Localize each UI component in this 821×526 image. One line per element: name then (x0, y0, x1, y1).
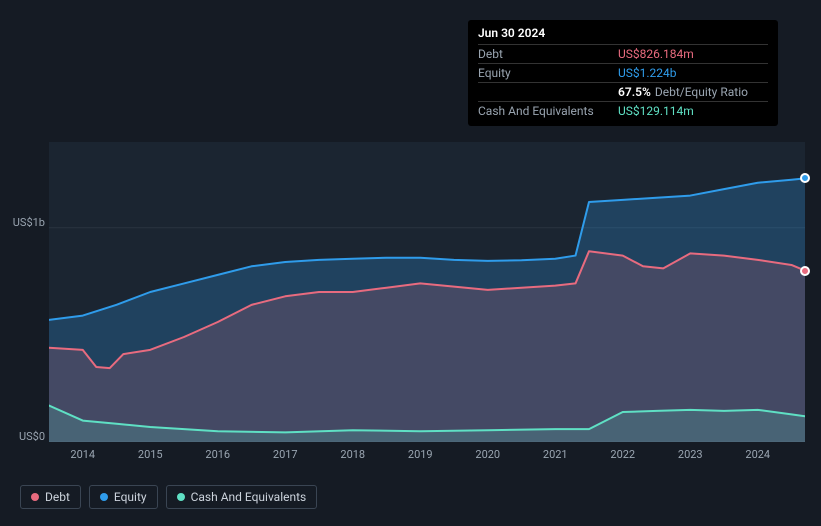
legend-item-cash[interactable]: Cash And Equivalents (166, 485, 318, 509)
x-axis-tick: 2024 (745, 448, 770, 461)
x-axis-tick: 2021 (543, 448, 568, 461)
x-axis-tick: 2019 (408, 448, 433, 461)
y-axis-label: US$1b (13, 216, 45, 229)
chart-tooltip: Jun 30 2024 DebtUS$826.184mEquityUS$1.22… (468, 20, 778, 126)
tooltip-row-cash: Cash And EquivalentsUS$129.114m (478, 101, 768, 120)
legend-item-equity[interactable]: Equity (89, 485, 158, 509)
chart-legend: Debt Equity Cash And Equivalents (20, 485, 317, 509)
x-axis-tick: 2015 (138, 448, 163, 461)
debt-end-marker (800, 266, 810, 276)
legend-item-label: Equity (114, 490, 147, 504)
tooltip-row-label (478, 85, 618, 99)
tooltip-row-value: 67.5%Debt/Equity Ratio (618, 85, 748, 99)
legend-item-debt[interactable]: Debt (20, 485, 81, 509)
x-axis-tick: 2017 (273, 448, 298, 461)
x-axis-tick: 2018 (340, 448, 365, 461)
tooltip-row-value: US$1.224b (618, 66, 677, 80)
x-axis-tick: 2014 (70, 448, 95, 461)
x-axis-tick: 2023 (678, 448, 703, 461)
x-axis-tick: 2020 (475, 448, 500, 461)
legend-dot-icon (31, 493, 39, 501)
x-axis-tick: 2016 (205, 448, 230, 461)
legend-item-label: Cash And Equivalents (191, 490, 307, 504)
legend-item-label: Debt (45, 490, 70, 504)
tooltip-row-debt: DebtUS$826.184m (478, 44, 768, 63)
tooltip-row-equity: EquityUS$1.224b (478, 63, 768, 82)
area-chart[interactable] (49, 142, 805, 442)
x-axis-tick: 2022 (610, 448, 635, 461)
tooltip-row-label: Cash And Equivalents (478, 104, 618, 118)
chart-svg (49, 142, 805, 442)
tooltip-row-label: Debt (478, 47, 618, 61)
equity-end-marker (800, 173, 810, 183)
tooltip-row-value: US$129.114m (618, 104, 694, 118)
tooltip-row-ratio: 67.5%Debt/Equity Ratio (478, 82, 768, 101)
tooltip-date: Jun 30 2024 (478, 26, 768, 40)
y-axis-label: US$0 (19, 430, 45, 443)
x-axis-ticks: 2014 2015 2016 2017 2018 2019 2020 2021 2022 2023… (49, 448, 805, 464)
tooltip-row-label: Equity (478, 66, 618, 80)
legend-dot-icon (100, 493, 108, 501)
legend-dot-icon (177, 493, 185, 501)
tooltip-row-value: US$826.184m (618, 47, 694, 61)
